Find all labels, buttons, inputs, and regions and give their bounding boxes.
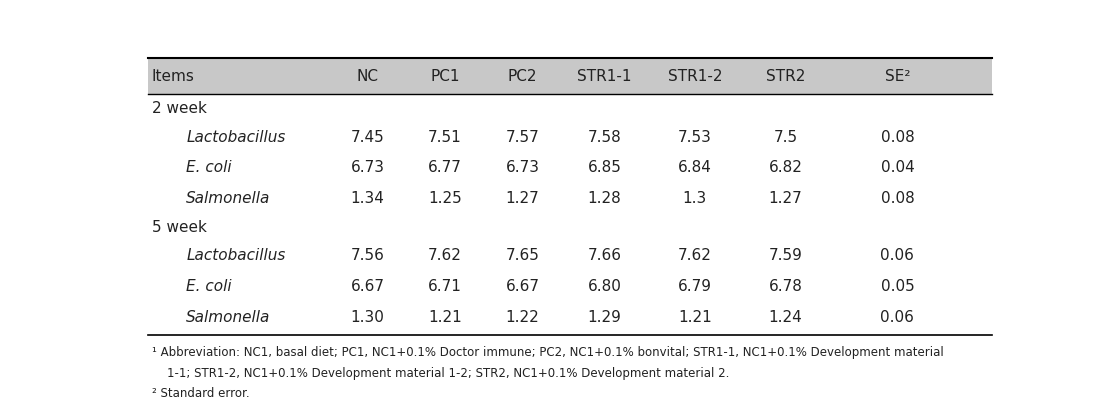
Text: 7.62: 7.62 [428, 248, 461, 263]
Text: 6.67: 6.67 [350, 278, 385, 293]
Text: SE²: SE² [885, 69, 910, 84]
Text: Salmonella: Salmonella [187, 191, 271, 205]
Text: 6.73: 6.73 [350, 160, 385, 175]
Text: 1.24: 1.24 [768, 309, 802, 324]
Text: 6.79: 6.79 [678, 278, 712, 293]
Text: 6.85: 6.85 [587, 160, 622, 175]
Text: 7.58: 7.58 [587, 129, 622, 144]
Text: 7.57: 7.57 [506, 129, 539, 144]
Text: 7.56: 7.56 [350, 248, 385, 263]
Text: 0.05: 0.05 [881, 278, 914, 293]
Text: 7.62: 7.62 [678, 248, 712, 263]
Text: 1.27: 1.27 [506, 191, 539, 205]
Text: 5 week: 5 week [152, 219, 207, 234]
Text: Salmonella: Salmonella [187, 309, 271, 324]
Text: 1.3: 1.3 [683, 191, 707, 205]
Text: Lactobacillus: Lactobacillus [187, 248, 286, 263]
Text: PC2: PC2 [508, 69, 537, 84]
Text: 1.22: 1.22 [506, 309, 539, 324]
Text: 1.28: 1.28 [587, 191, 622, 205]
Text: 0.04: 0.04 [881, 160, 914, 175]
Text: 1-1; STR1-2, NC1+0.1% Development material 1-2; STR2, NC1+0.1% Development mater: 1-1; STR1-2, NC1+0.1% Development materi… [152, 366, 729, 379]
Text: 7.51: 7.51 [428, 129, 461, 144]
Text: 1.25: 1.25 [428, 191, 461, 205]
Text: ¹ Abbreviation: NC1, basal diet; PC1, NC1+0.1% Doctor immune; PC2, NC1+0.1% bonv: ¹ Abbreviation: NC1, basal diet; PC1, NC… [152, 346, 944, 359]
Text: 0.08: 0.08 [881, 191, 914, 205]
Text: 6.84: 6.84 [678, 160, 712, 175]
Text: 1.29: 1.29 [587, 309, 622, 324]
Text: 7.66: 7.66 [587, 248, 622, 263]
Text: 1.30: 1.30 [350, 309, 385, 324]
Text: ² Standard error.: ² Standard error. [152, 387, 249, 400]
Text: 7.65: 7.65 [506, 248, 539, 263]
Text: 1.21: 1.21 [678, 309, 712, 324]
Text: 6.71: 6.71 [428, 278, 461, 293]
Text: STR1-1: STR1-1 [577, 69, 632, 84]
Text: 6.78: 6.78 [768, 278, 802, 293]
Text: 6.73: 6.73 [506, 160, 539, 175]
Text: 6.82: 6.82 [768, 160, 802, 175]
Text: Lactobacillus: Lactobacillus [187, 129, 286, 144]
Text: E. coli: E. coli [187, 160, 232, 175]
Text: 7.5: 7.5 [773, 129, 797, 144]
Text: 7.45: 7.45 [350, 129, 385, 144]
Text: 6.80: 6.80 [587, 278, 622, 293]
Text: 6.77: 6.77 [428, 160, 461, 175]
Bar [148, 58, 992, 95]
Text: Items: Items [152, 69, 195, 84]
Text: NC: NC [356, 69, 378, 84]
Text: 0.08: 0.08 [881, 129, 914, 144]
Text: 7.53: 7.53 [678, 129, 712, 144]
Text: 0.06: 0.06 [881, 248, 914, 263]
Text: 1.27: 1.27 [768, 191, 802, 205]
Text: PC1: PC1 [430, 69, 459, 84]
Text: STR2: STR2 [766, 69, 805, 84]
Text: 1.21: 1.21 [428, 309, 461, 324]
Text: E. coli: E. coli [187, 278, 232, 293]
Text: 1.34: 1.34 [350, 191, 385, 205]
Text: 7.59: 7.59 [768, 248, 802, 263]
Text: 0.06: 0.06 [881, 309, 914, 324]
Text: 2 week: 2 week [152, 101, 207, 116]
Text: 6.67: 6.67 [506, 278, 539, 293]
Text: STR1-2: STR1-2 [667, 69, 722, 84]
